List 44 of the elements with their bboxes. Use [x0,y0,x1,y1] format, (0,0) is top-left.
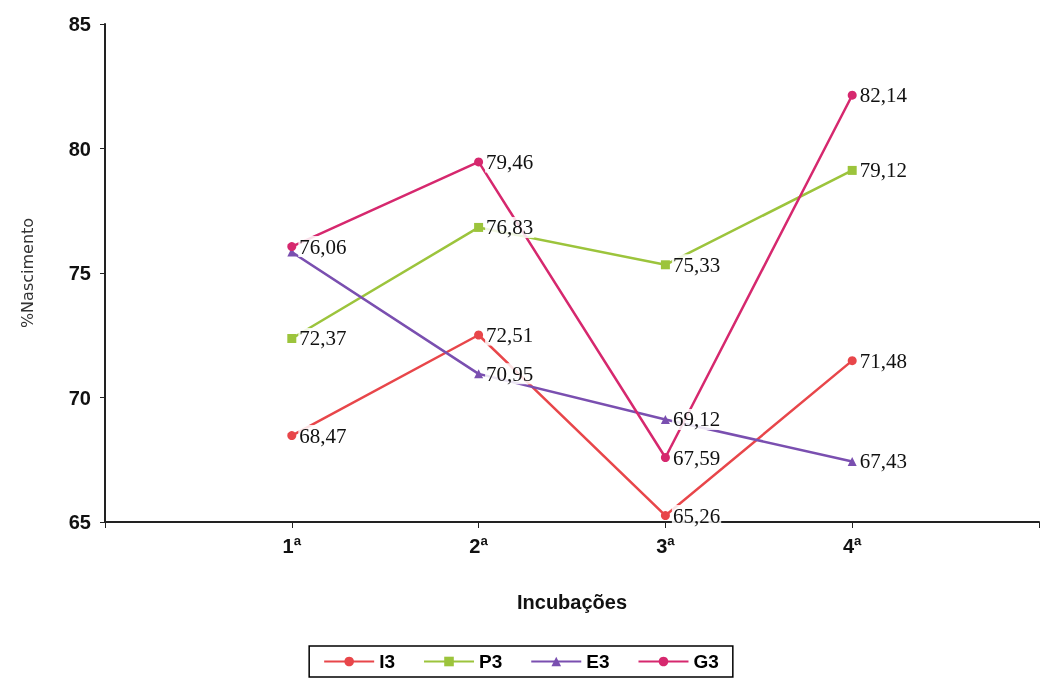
data-label: 76,06 [299,234,347,259]
point [847,456,857,466]
data-label: 71,48 [859,348,907,373]
point [287,431,297,441]
point [660,511,670,521]
x-tick-label: 3ª [656,535,676,557]
point [847,356,857,366]
data-label: 79,12 [859,158,907,183]
data-label: 76,83 [486,215,534,240]
legend-label: I3 [379,651,396,672]
x-axis-title: Incubações [516,591,628,613]
point [847,90,857,100]
point [287,333,297,343]
point [287,242,297,252]
y-axis-title: %Nascimento [17,217,37,329]
data-label: 72,37 [299,326,347,351]
y-tick-label: 65 [68,511,91,533]
data-label: 67,59 [672,445,721,470]
legend-label: G3 [693,651,719,672]
data-label: 79,46 [486,149,534,174]
data-label: 65,26 [672,503,721,528]
legend-label: E3 [586,651,610,672]
data-label: 82,14 [859,83,908,108]
point [474,157,484,167]
data-label: 67,43 [859,449,907,474]
x-tick-label: 2ª [469,535,489,557]
legend-label: P3 [479,651,503,672]
point [660,414,670,424]
point [474,330,484,340]
data-label: 69,12 [672,407,721,432]
y-tick-label: 80 [68,137,91,160]
data-label: 68,47 [299,423,347,448]
y-tick-label: 85 [68,13,91,35]
point [847,165,857,175]
data-label: 72,51 [486,323,534,347]
y-tick-label: 75 [68,262,91,284]
data-label: 75,33 [672,252,721,277]
y-tick-label: 70 [68,386,91,409]
x-tick-label: 1ª [282,535,302,557]
x-tick-label: 4ª [842,535,863,557]
point [474,222,484,232]
point [660,453,670,463]
data-label: 70,95 [486,361,534,386]
point [660,260,670,270]
